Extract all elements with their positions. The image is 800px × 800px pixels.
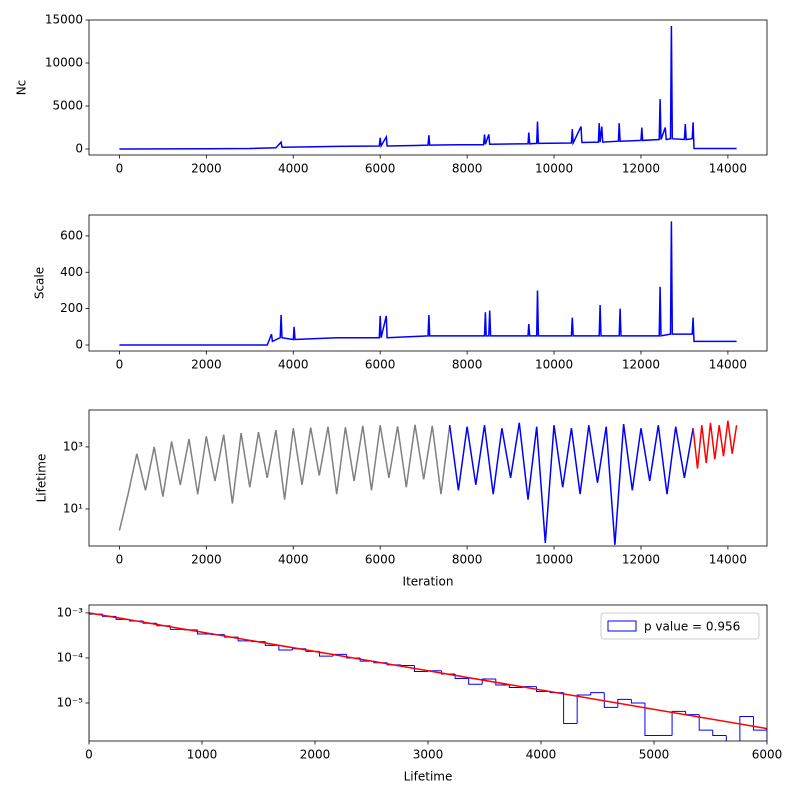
histogram-bin bbox=[413, 665, 428, 673]
axes-frame bbox=[88, 214, 768, 352]
x-tick-label: 8000 bbox=[452, 162, 483, 176]
y-tick-label: 600 bbox=[60, 228, 83, 242]
x-tick-label: 12000 bbox=[622, 553, 660, 567]
x-tick-label: 12000 bbox=[622, 162, 660, 176]
y-axis-label: Lifetime bbox=[35, 454, 49, 503]
subplot: 0 1000 2000 3000 4000 5000 6000 10⁻⁵ 10⁻⁴ 10⁻³ Lif… bbox=[57, 604, 783, 784]
subplot: 0 2000 4000 6000 8000 10000 12000 14000 0 5000 100… bbox=[15, 13, 768, 176]
x-tick-label: 12000 bbox=[622, 358, 660, 372]
y-tick-label: 10000 bbox=[45, 55, 83, 69]
histogram-bin bbox=[278, 645, 293, 651]
x-tick-label: 10000 bbox=[535, 162, 573, 176]
histogram-bin bbox=[698, 714, 713, 731]
x-tick-label: 4000 bbox=[526, 748, 557, 762]
line bbox=[692, 420, 738, 469]
x-tick-label: 14000 bbox=[709, 358, 747, 372]
legend-frame bbox=[600, 612, 760, 640]
x-tick-label: 2000 bbox=[191, 162, 222, 176]
x-tick-label: 2000 bbox=[191, 358, 222, 372]
histogram-bin bbox=[563, 692, 578, 724]
legend-label: p value = 0.956 bbox=[644, 620, 740, 634]
y-tick-label: 200 bbox=[60, 301, 83, 315]
plot-area bbox=[119, 221, 737, 346]
line bbox=[119, 221, 737, 346]
y-tick-label: 5000 bbox=[52, 98, 83, 112]
x-tick-label: 14000 bbox=[709, 162, 747, 176]
x-tick-label: 4000 bbox=[278, 553, 309, 567]
histogram-bin bbox=[630, 699, 645, 704]
y-tick-label: 10⁻⁵ bbox=[57, 695, 84, 709]
axes-frame bbox=[88, 604, 768, 742]
x-tick-label: 0 bbox=[116, 162, 124, 176]
axes-frame bbox=[88, 19, 768, 156]
x-tick-label: 10000 bbox=[535, 358, 573, 372]
y-tick-label: 15000 bbox=[45, 13, 83, 27]
line bbox=[119, 25, 737, 150]
x-tick-label: 6000 bbox=[365, 358, 396, 372]
histogram-bin bbox=[752, 716, 767, 741]
plot-area bbox=[118, 420, 738, 545]
histogram-bin bbox=[508, 685, 523, 689]
histogram-bin bbox=[712, 730, 727, 736]
line bbox=[89, 612, 767, 730]
histogram-bin bbox=[495, 679, 510, 686]
axes-frame bbox=[88, 409, 768, 547]
histogram-bin bbox=[576, 694, 591, 724]
x-tick-label: 8000 bbox=[452, 553, 483, 567]
x-tick-label: 6000 bbox=[365, 553, 396, 567]
y-axis-label: Nc bbox=[15, 80, 29, 96]
y-axis-label: Scale bbox=[33, 267, 47, 299]
histogram-bin bbox=[481, 678, 496, 685]
x-tick-label: 10000 bbox=[535, 553, 573, 567]
legend: p value = 0.956 bbox=[600, 612, 760, 640]
y-tick-label: 10⁻⁴ bbox=[57, 650, 84, 664]
x-tick-label: 8000 bbox=[452, 358, 483, 372]
y-tick-label: 10³ bbox=[63, 439, 83, 453]
histogram-bin bbox=[739, 716, 754, 741]
x-tick-label: 2000 bbox=[300, 748, 331, 762]
x-tick-label: 4000 bbox=[278, 358, 309, 372]
x-tick-label: 3000 bbox=[413, 748, 444, 762]
line bbox=[118, 424, 451, 531]
histogram-bin bbox=[671, 710, 686, 736]
histogram-bin bbox=[685, 711, 700, 716]
x-tick-label: 14000 bbox=[709, 553, 747, 567]
x-tick-label: 2000 bbox=[191, 553, 222, 567]
x-axis-label: Lifetime bbox=[404, 770, 453, 784]
y-tick-label: 10⁻³ bbox=[57, 605, 84, 619]
histogram-bin bbox=[725, 735, 727, 741]
x-tick-label: 1000 bbox=[187, 748, 218, 762]
legend-swatch bbox=[607, 620, 637, 632]
y-tick-label: 400 bbox=[60, 265, 83, 279]
x-tick-label: 6000 bbox=[752, 748, 783, 762]
y-tick-label: 0 bbox=[75, 141, 83, 155]
histogram-bin bbox=[617, 698, 632, 708]
histogram-bin bbox=[89, 613, 103, 741]
x-tick-label: 0 bbox=[116, 553, 124, 567]
x-tick-label: 4000 bbox=[278, 162, 309, 176]
histogram-bin bbox=[603, 692, 618, 708]
x-tick-label: 5000 bbox=[639, 748, 670, 762]
histogram-bin bbox=[400, 664, 415, 666]
histogram-bin bbox=[644, 702, 659, 736]
x-tick-label: 0 bbox=[116, 358, 124, 372]
y-tick-label: 0 bbox=[75, 338, 83, 352]
subplot: 0 2000 4000 6000 8000 10000 12000 14000 10¹ 10³ Li… bbox=[35, 409, 768, 589]
y-tick-label: 10¹ bbox=[63, 501, 83, 515]
histogram-bin bbox=[590, 692, 605, 696]
plot-area bbox=[89, 612, 767, 741]
histogram-bin bbox=[468, 678, 483, 685]
line bbox=[448, 422, 694, 545]
x-tick-label: 0 bbox=[85, 748, 93, 762]
subplot: 0 2000 4000 6000 8000 10000 12000 14000 0 200 400 6… bbox=[33, 214, 768, 372]
x-axis-label: Iteration bbox=[403, 575, 454, 589]
plot-area bbox=[119, 25, 737, 150]
x-tick-label: 6000 bbox=[365, 162, 396, 176]
